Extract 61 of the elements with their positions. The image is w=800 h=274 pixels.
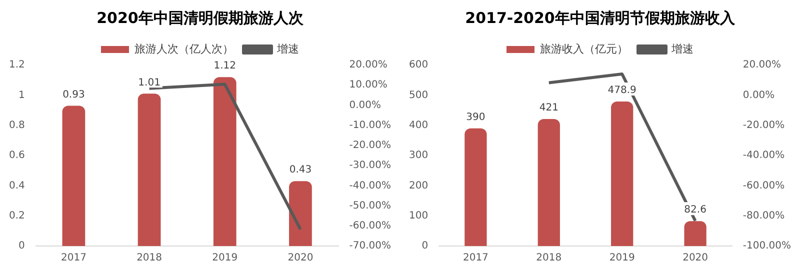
y2-tick-label: -50.00%: [349, 200, 392, 212]
y2-tick-label: -30.00%: [349, 160, 392, 172]
y2-tick-label: -20.00%: [349, 140, 392, 152]
y-tick-label: 0.2: [8, 210, 25, 222]
y-tick-label: 0: [18, 240, 25, 252]
x-tick-label: 2019: [609, 252, 635, 264]
data-label: 0.93: [62, 89, 85, 100]
data-label: 82.6: [684, 204, 706, 216]
y-tick-label: 200: [408, 180, 428, 192]
data-label: 478.9: [608, 85, 636, 96]
data-label: 421: [539, 102, 558, 114]
y-tick-label: 0.8: [8, 120, 25, 131]
x-tick-label: 2018: [136, 252, 162, 264]
legend-label: 增速: [670, 42, 694, 56]
x-tick-label: 2019: [212, 252, 238, 264]
data-label: 1.01: [138, 77, 160, 88]
x-tick-label: 2020: [288, 252, 314, 264]
chart-title: 2020年中国清明假期旅游人次: [96, 8, 304, 27]
bar: [62, 106, 86, 246]
bar: [611, 102, 634, 246]
bar: [289, 181, 312, 246]
y2-tick-label: -40.00%: [742, 150, 785, 162]
y-tick-label: 1.2: [8, 60, 25, 71]
y2-tick-label: -80.00%: [742, 210, 785, 222]
y2-tick-label: -100.00%: [742, 240, 792, 252]
y2-tick-label: -40.00%: [349, 180, 392, 192]
legend-label: 旅游收入（亿元）: [540, 42, 628, 56]
y2-tick-label: 20.00%: [742, 60, 782, 71]
y2-tick-label: -70.00%: [349, 240, 392, 252]
bar: [138, 94, 161, 246]
y2-tick-label: 0.00%: [349, 100, 382, 111]
chart-title: 2017-2020年中国清明节假期旅游收入: [465, 8, 736, 27]
y2-tick-label: 10.00%: [349, 80, 388, 91]
y-tick-label: 500: [408, 90, 428, 101]
data-label: 390: [466, 112, 486, 123]
y2-tick-label: -60.00%: [742, 180, 785, 192]
x-tick-label: 2017: [60, 252, 86, 264]
x-tick-label: 2018: [536, 252, 562, 264]
y2-tick-label: -10.00%: [349, 120, 392, 131]
y-tick-label: 100: [408, 210, 428, 222]
y-tick-label: 1: [18, 90, 25, 101]
bar: [538, 119, 560, 246]
y-tick-label: 0: [422, 240, 428, 252]
x-tick-label: 2017: [462, 252, 488, 264]
bar: [464, 128, 487, 246]
y-tick-label: 300: [408, 150, 428, 162]
legend-label: 旅游人次（亿人次）: [134, 42, 234, 56]
y-tick-label: 400: [408, 120, 428, 131]
y-tick-label: 0.4: [8, 180, 25, 192]
y2-tick-label: 20.00%: [349, 60, 388, 71]
x-tick-label: 2020: [682, 252, 708, 264]
data-label: 0.43: [289, 164, 312, 176]
legend-label: 增速: [276, 42, 299, 56]
data-label: 1.12: [214, 60, 236, 72]
y2-tick-label: -20.00%: [742, 120, 785, 131]
bar: [684, 221, 706, 246]
y-tick-label: 600: [408, 60, 428, 71]
bar: [213, 77, 236, 246]
y2-tick-label: 0.00%: [742, 90, 775, 101]
y-tick-label: 0.6: [8, 150, 25, 162]
y2-tick-label: -60.00%: [349, 220, 392, 232]
